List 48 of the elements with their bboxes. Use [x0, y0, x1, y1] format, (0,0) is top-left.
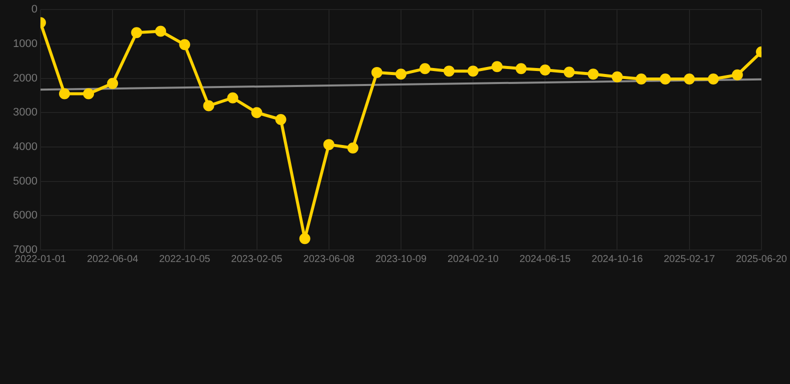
x-tick-label: 2023-10-09 [375, 254, 427, 265]
y-tick-label: 4000 [12, 141, 38, 154]
point [588, 68, 599, 80]
y-tick-label: 1000 [12, 38, 38, 50]
point [444, 66, 455, 77]
y-tick-label: 0 [31, 4, 38, 16]
point [732, 69, 743, 80]
point [636, 73, 647, 84]
point [468, 66, 479, 77]
point [347, 142, 358, 154]
point [660, 73, 671, 84]
point [708, 73, 719, 84]
point [564, 66, 575, 78]
x-tick-label: 2025-02-17 [664, 254, 716, 265]
x-tick-label: 2023-02-05 [231, 254, 283, 265]
y-tick-label: 2000 [12, 72, 38, 84]
point [203, 100, 214, 112]
point [179, 39, 190, 50]
point [83, 88, 94, 100]
point [516, 63, 527, 74]
point [155, 26, 166, 37]
point [107, 78, 118, 89]
point [251, 107, 262, 118]
x-tick-label: 2025-06-20 [736, 254, 788, 265]
point [323, 139, 334, 150]
point [540, 64, 551, 76]
point [492, 61, 503, 72]
point [395, 68, 406, 80]
point [419, 63, 430, 74]
x-tick-label: 2023-06-08 [303, 254, 355, 265]
point [371, 66, 382, 78]
point [59, 88, 70, 100]
point [227, 92, 238, 104]
x-tick-label: 2024-06-15 [520, 254, 572, 265]
point [275, 114, 286, 125]
y-tick-label: 3000 [12, 106, 38, 119]
point [131, 27, 142, 38]
point [299, 233, 310, 244]
y-tick-label: 7000 [12, 244, 38, 256]
point [684, 73, 695, 84]
x-tick-label: 2022-10-05 [159, 254, 211, 265]
y-tick-label: 6000 [12, 210, 38, 222]
x-tick-label: 2024-02-10 [447, 254, 500, 265]
x-tick-label: 2022-06-04 [86, 254, 139, 265]
point [612, 71, 623, 82]
x-tick-label: 2024-10-16 [592, 254, 644, 265]
x-tick-label: 2022-01-01 [14, 254, 66, 265]
y-tick-label: 5000 [12, 175, 38, 188]
